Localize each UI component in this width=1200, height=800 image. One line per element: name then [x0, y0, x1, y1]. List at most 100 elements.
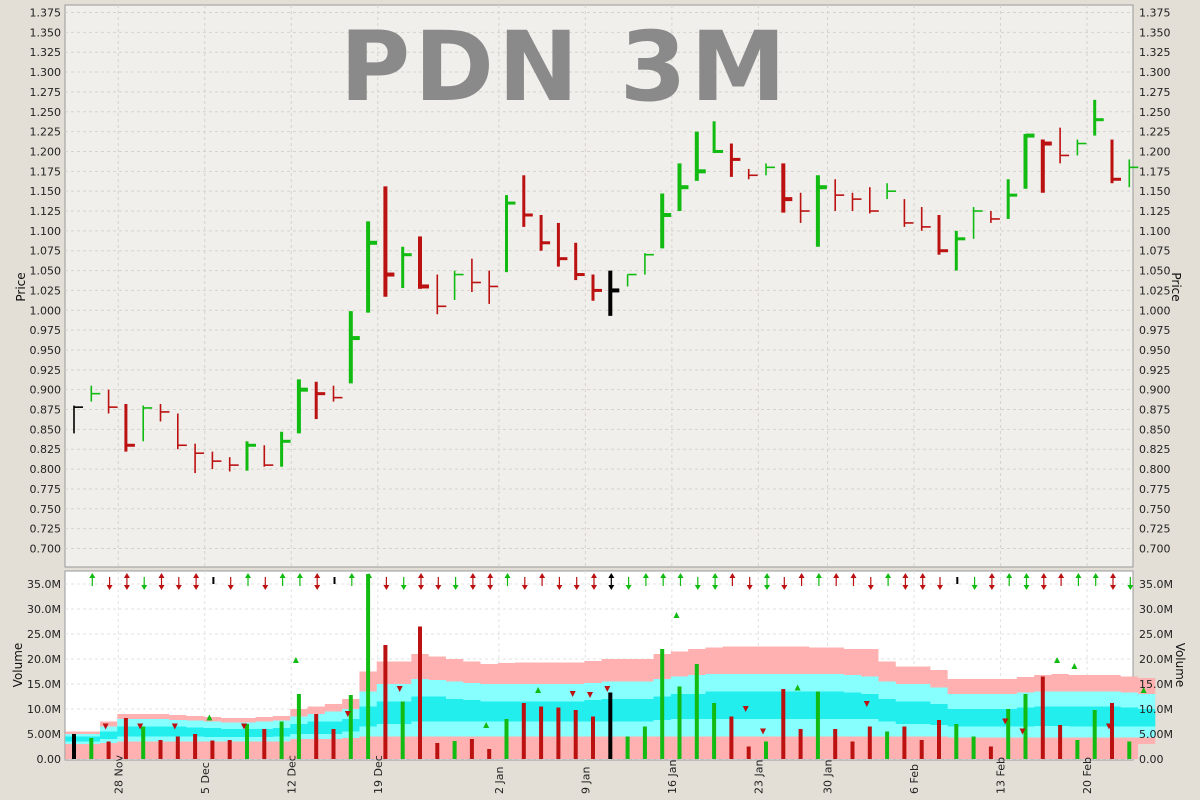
signal-arrow-down	[712, 585, 719, 590]
signal-arrow-up	[798, 573, 805, 578]
signal-arrow-up	[1058, 573, 1065, 578]
volume-ticks-left: 0.00 5.00M 10.0M 15.0M 20.0M 25.0M 30.0M 35.0M	[27, 578, 61, 766]
signal-arrow-up	[123, 573, 130, 578]
price-tick-label: 0.925	[30, 364, 62, 377]
volume-bar	[902, 726, 907, 759]
date-tick-label: 13 Feb	[995, 757, 1008, 794]
volume-marker-down	[344, 711, 351, 717]
date-tick-label: 19 Dec	[372, 755, 385, 794]
signal-arrow-down	[971, 585, 978, 590]
signal-arrow-up	[833, 573, 840, 578]
price-tick-label: 0.875	[1139, 404, 1171, 417]
volume-bar	[1023, 694, 1028, 759]
volume-bar	[988, 746, 993, 759]
signal-arrow-up	[366, 573, 373, 578]
volume-bar	[348, 695, 353, 759]
signal-arrow-up	[314, 573, 321, 578]
price-tick-label: 0.800	[30, 463, 62, 476]
volume-tick-label: 10.0M	[27, 703, 61, 716]
volume-bar	[850, 741, 855, 759]
signal-arrow-up	[677, 573, 684, 578]
volume-bar	[141, 726, 146, 759]
signal-arrow-down	[573, 585, 580, 590]
signal-arrow-down	[123, 585, 130, 590]
volume-marker-up	[206, 714, 213, 721]
volume-bar	[591, 716, 595, 759]
price-tick-label: 1.075	[30, 245, 62, 258]
signal-arrow-up	[591, 573, 597, 578]
date-tick-label: 12 Dec	[285, 755, 298, 794]
date-ticks: 28 Nov 5 Dec 12 Dec 19 Dec 2 Jan 9 Jan 16 Jan 2…	[112, 755, 1094, 794]
signal-arrow-down	[400, 585, 407, 590]
volume-axis-label-left: Volume	[11, 643, 25, 688]
volume-bar	[694, 664, 699, 759]
price-tick-label: 0.700	[30, 543, 62, 556]
signal-arrow-up	[608, 573, 615, 578]
price-tick-label: 0.825	[1139, 443, 1171, 456]
volume-bar	[331, 729, 336, 759]
signal-arrow-down	[452, 585, 459, 590]
volume-bar	[123, 718, 128, 759]
signal-arrow-down	[1040, 585, 1047, 590]
volume-marker-down	[1106, 723, 1112, 730]
signal-arrow-down	[556, 585, 563, 590]
date-tick-label: 23 Jan	[752, 760, 765, 794]
volume-marker-down	[760, 728, 766, 735]
volume-tick-label: 0.00	[1139, 753, 1164, 766]
volume-bar	[418, 626, 422, 759]
date-tick-label: 16 Jan	[666, 760, 679, 794]
signal-arrow-up	[660, 573, 667, 578]
volume-bar	[712, 703, 717, 759]
volume-band-base	[65, 744, 1138, 759]
date-tick-label: 20 Feb	[1081, 757, 1094, 794]
signal-arrow-down	[625, 585, 632, 590]
volume-bar	[383, 645, 388, 759]
signal-arrow-down	[1110, 585, 1116, 590]
chart-title: PDN 3M	[340, 11, 790, 123]
signal-arrow-down	[937, 585, 943, 590]
volume-bar	[573, 710, 578, 759]
signal-arrow-up	[1040, 573, 1047, 578]
volume-ticks-right: 0.00 5.00M 10.0M 15.0M 20.0M 25.0M 30.0M 35.0M	[1139, 578, 1173, 766]
price-tick-label: 1.375	[30, 7, 62, 20]
price-tick-label: 1.275	[1139, 86, 1171, 99]
signal-arrow-up	[1006, 573, 1013, 578]
volume-marker-down	[1019, 728, 1026, 735]
volume-bar	[106, 741, 111, 759]
date-tick-label: 9 Jan	[579, 767, 592, 794]
volume-marker-down	[102, 723, 109, 730]
price-tick-label: 0.950	[1139, 344, 1171, 357]
price-tick-label: 0.975	[1139, 324, 1171, 337]
price-axis-label-right: Price	[1169, 272, 1183, 301]
signal-arrow-up	[988, 573, 995, 578]
volume-bar	[366, 574, 371, 759]
signal-arrow-down	[175, 585, 182, 590]
volume-bar	[729, 716, 734, 759]
signal-arrow-up	[158, 573, 165, 578]
price-tick-label: 1.150	[1139, 185, 1171, 198]
signal-arrow-up	[469, 573, 476, 578]
price-axis-label-left: Price	[14, 272, 28, 301]
volume-markers	[102, 612, 1147, 735]
price-ticks-right: 0.700 0.725 0.750 0.775 0.800 0.825 0.850 0.875…	[1139, 7, 1171, 556]
volume-bar	[798, 729, 803, 759]
signal-arrow-down	[227, 585, 234, 590]
volume-bar	[487, 749, 492, 759]
volume-bar	[227, 740, 232, 759]
volume-bar	[815, 691, 820, 759]
signal-arrow-up	[850, 573, 857, 578]
price-tick-label: 1.000	[30, 304, 62, 317]
signal-arrow-down	[262, 585, 269, 590]
volume-marker-down	[742, 706, 749, 712]
signal-arrow-down	[521, 585, 528, 590]
price-tick-label: 1.175	[1139, 165, 1171, 178]
volume-marker-down	[569, 691, 576, 697]
volume-bar	[954, 724, 959, 759]
price-tick-label: 1.325	[30, 46, 62, 59]
signal-arrow-down	[418, 585, 424, 590]
volume-bar	[504, 719, 509, 759]
volume-marker-down	[396, 686, 403, 692]
price-tick-label: 1.000	[1139, 304, 1171, 317]
volume-tick-label: 30.0M	[1139, 603, 1173, 616]
